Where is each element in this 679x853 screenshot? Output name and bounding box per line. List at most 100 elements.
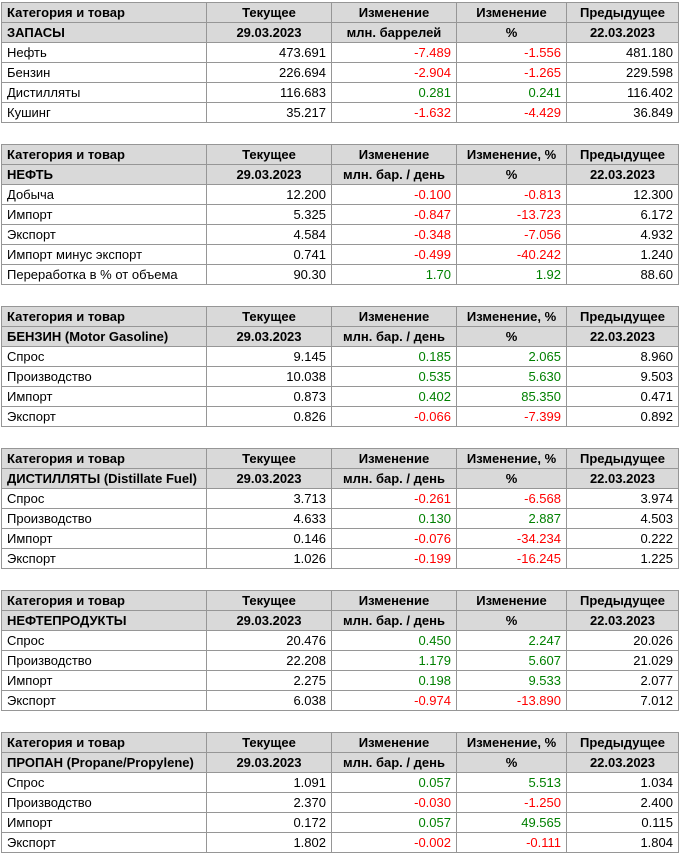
column-header: Текущее	[206, 590, 332, 611]
column-header: Текущее	[206, 732, 332, 753]
column-header: Категория и товар	[1, 732, 207, 753]
subheader-cell: млн. бар. / день	[331, 752, 457, 773]
current-cell: 9.145	[206, 346, 332, 367]
column-header: Изменение	[456, 2, 567, 23]
current-cell: 35.217	[206, 102, 332, 123]
change-cell: -2.904	[331, 62, 457, 83]
table-row: Импорт 0.146 -0.076 -34.234 0.222	[1, 528, 679, 549]
subheader-row: ЗАПАСЫ 29.03.2023 млн. баррелей% 22.03.2023	[1, 22, 679, 43]
previous-cell: 481.180	[566, 42, 679, 63]
category-cell: Производство	[1, 508, 207, 529]
subheader-cell: 22.03.2023	[566, 22, 679, 43]
change-cell: -0.030	[331, 792, 457, 813]
table-row: Нефть 473.691 -7.489 -1.556 481.180	[1, 42, 679, 63]
change-pct-cell: -1.250	[456, 792, 567, 813]
previous-cell: 1.034	[566, 772, 679, 793]
current-cell: 0.826	[206, 406, 332, 427]
table-row: Спрос 3.713 -0.261 -6.568 3.974	[1, 488, 679, 509]
change-pct-cell: -7.056	[456, 224, 567, 245]
current-cell: 0.741	[206, 244, 332, 265]
table-row: Дистилляты 116.683 0.281 0.241 116.402	[1, 82, 679, 103]
previous-cell: 4.932	[566, 224, 679, 245]
change-pct-cell: 85.350	[456, 386, 567, 407]
previous-cell: 36.849	[566, 102, 679, 123]
current-cell: 0.146	[206, 528, 332, 549]
current-cell: 6.038	[206, 690, 332, 711]
previous-cell: 8.960	[566, 346, 679, 367]
change-cell: -1.632	[331, 102, 457, 123]
previous-cell: 0.115	[566, 812, 679, 833]
subheader-row: НЕФТЬ 29.03.2023 млн. бар. / день% 22.03.20…	[1, 164, 679, 185]
previous-cell: 0.222	[566, 528, 679, 549]
current-cell: 4.584	[206, 224, 332, 245]
change-cell: -0.199	[331, 548, 457, 569]
data-table-inventories: Категория и товар Текущее Изменение Изменен…	[1, 2, 679, 123]
subheader-cell: НЕФТЕПРОДУКТЫ	[1, 610, 207, 631]
category-cell: Импорт	[1, 670, 207, 691]
data-table-petroleum-products: Категория и товар Текущее Изменение Изменен…	[1, 590, 679, 711]
table-row: Экспорт 1.026 -0.199 -16.245 1.225	[1, 548, 679, 569]
table-row: Переработка в % от объема 90.30 1.70 1.92 88…	[1, 264, 679, 285]
subheader-cell: ПРОПАН (Propane/Propylene)	[1, 752, 207, 773]
subheader-cell: НЕФТЬ	[1, 164, 207, 185]
category-cell: Импорт	[1, 386, 207, 407]
change-pct-cell: 0.241	[456, 82, 567, 103]
category-cell: Спрос	[1, 772, 207, 793]
category-cell: Дистилляты	[1, 82, 207, 103]
current-cell: 12.200	[206, 184, 332, 205]
subheader-cell: ЗАПАСЫ	[1, 22, 207, 43]
column-header: Текущее	[206, 306, 332, 327]
table-row: Производство 4.633 0.130 2.887 4.503	[1, 508, 679, 529]
column-header: Изменение, %	[456, 448, 567, 469]
current-cell: 1.802	[206, 832, 332, 853]
subheader-cell: ДИСТИЛЛЯТЫ (Distillate Fuel)	[1, 468, 207, 489]
column-header: Категория и товар	[1, 306, 207, 327]
category-cell: Бензин	[1, 62, 207, 83]
category-cell: Экспорт	[1, 690, 207, 711]
category-cell: Нефть	[1, 42, 207, 63]
table-row: Спрос 1.091 0.057 5.513 1.034	[1, 772, 679, 793]
previous-cell: 3.974	[566, 488, 679, 509]
change-pct-cell: 1.92	[456, 264, 567, 285]
table-row: Экспорт 1.802 -0.002 -0.111 1.804	[1, 832, 679, 853]
current-cell: 0.873	[206, 386, 332, 407]
previous-cell: 1.240	[566, 244, 679, 265]
current-cell: 4.633	[206, 508, 332, 529]
subheader-cell: 29.03.2023	[206, 610, 332, 631]
change-cell: -0.100	[331, 184, 457, 205]
change-pct-cell: 5.630	[456, 366, 567, 387]
change-pct-cell: -34.234	[456, 528, 567, 549]
current-cell: 1.026	[206, 548, 332, 569]
change-cell: 1.70	[331, 264, 457, 285]
column-header: Изменение, %	[456, 732, 567, 753]
change-cell: -0.076	[331, 528, 457, 549]
column-header: Изменение, %	[456, 144, 567, 165]
change-cell: 0.057	[331, 812, 457, 833]
change-cell: 0.185	[331, 346, 457, 367]
subheader-row: НЕФТЕПРОДУКТЫ 29.03.2023 млн. бар. / день%…	[1, 610, 679, 631]
previous-cell: 229.598	[566, 62, 679, 83]
change-cell: -0.348	[331, 224, 457, 245]
column-header: Категория и товар	[1, 2, 207, 23]
column-header: Категория и товар	[1, 448, 207, 469]
change-pct-cell: -6.568	[456, 488, 567, 509]
data-table-gasoline: Категория и товар Текущее Изменение Изменен…	[1, 306, 679, 427]
category-cell: Экспорт	[1, 548, 207, 569]
header-row: Категория и товар Текущее Изменение Изменен…	[1, 590, 679, 611]
subheader-cell: %	[456, 326, 567, 347]
column-header: Изменение	[331, 448, 457, 469]
category-cell: Переработка в % от объема	[1, 264, 207, 285]
header-row: Категория и товар Текущее Изменение Изменен…	[1, 306, 679, 327]
column-header: Изменение	[331, 2, 457, 23]
category-cell: Спрос	[1, 630, 207, 651]
subheader-cell: %	[456, 22, 567, 43]
subheader-row: БЕНЗИН (Motor Gasoline) 29.03.2023 млн. ба…	[1, 326, 679, 347]
column-header: Изменение, %	[456, 306, 567, 327]
current-cell: 473.691	[206, 42, 332, 63]
current-cell: 2.370	[206, 792, 332, 813]
previous-cell: 1.804	[566, 832, 679, 853]
previous-cell: 7.012	[566, 690, 679, 711]
table-row: Кушинг 35.217 -1.632 -4.429 36.849	[1, 102, 679, 123]
change-cell: -7.489	[331, 42, 457, 63]
data-table-crude-oil: Категория и товар Текущее Изменение Изменен…	[1, 144, 679, 285]
